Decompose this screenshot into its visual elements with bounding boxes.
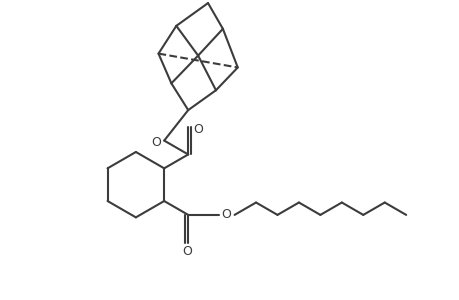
Text: O: O — [221, 208, 231, 221]
Text: O: O — [182, 245, 192, 258]
Text: O: O — [193, 123, 202, 136]
Text: O: O — [151, 136, 161, 149]
